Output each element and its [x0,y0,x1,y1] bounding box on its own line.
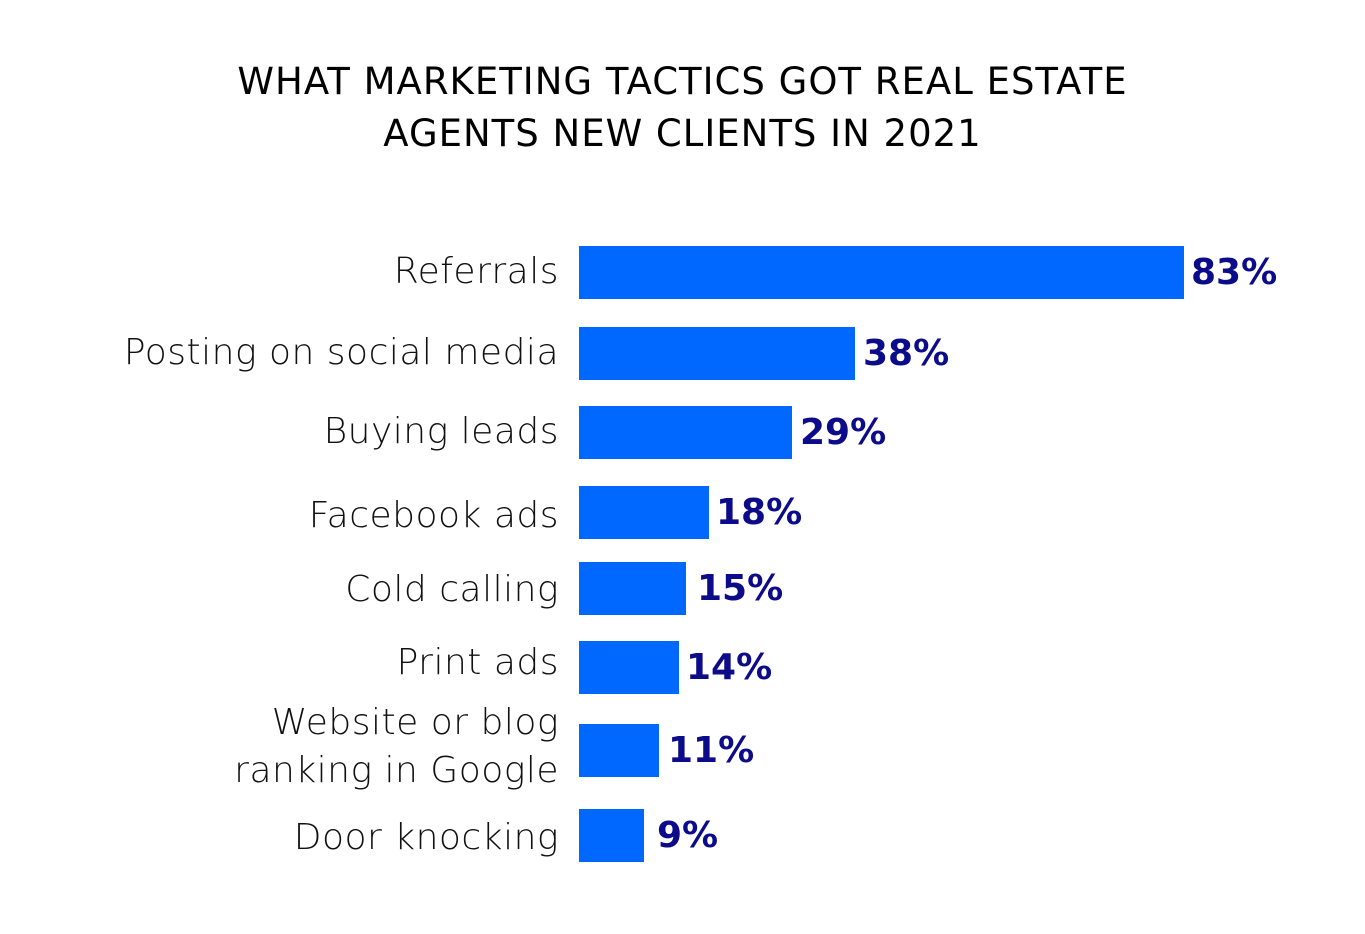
value-label: 9% [657,815,719,856]
bar [579,327,855,380]
bar-row-print-ads: Print ads 14% [0,641,1365,694]
category-label: Posting on social media [123,332,559,373]
category-label: Facebook ads [308,495,559,536]
bar-row-social-media: Posting on social media 38% [0,327,1365,380]
bar [579,486,709,539]
category-label: Door knocking [293,817,559,858]
bar [579,641,679,694]
bar-row-facebook-ads: Facebook ads 18% [0,486,1365,539]
category-label-line-2: ranking in Google [234,750,559,791]
category-label: Referrals [393,251,559,292]
bar [579,562,686,615]
category-label: Buying leads [323,411,559,452]
bar-row-buying-leads: Buying leads 29% [0,406,1365,459]
bar-row-referrals: Referrals 83% [0,246,1365,299]
chart-title-line-2: AGENTS NEW CLIENTS IN 2021 [383,112,982,155]
value-label: 38% [863,333,950,374]
value-label: 29% [800,412,887,453]
value-label: 18% [716,492,803,533]
category-label-line-1: Website or blog [271,702,559,743]
bar-row-cold-calling: Cold calling 15% [0,562,1365,615]
category-label: Cold calling [345,569,559,610]
bar [579,406,792,459]
bar-row-website-blog-google: Website or blog ranking in Google 11% [0,702,1365,791]
category-label: Print ads [396,642,559,683]
value-label: 83% [1191,252,1278,293]
value-label: 14% [686,647,773,688]
value-label: 15% [697,568,784,609]
bar [579,246,1184,299]
bar-row-door-knocking: Door knocking 9% [0,809,1365,862]
value-label: 11% [668,730,755,771]
bar [579,809,644,862]
chart-title-line-1: WHAT MARKETING TACTICS GOT REAL ESTATE [237,60,1128,103]
bar [579,724,659,777]
chart-title: WHAT MARKETING TACTICS GOT REAL ESTATE A… [0,56,1365,160]
